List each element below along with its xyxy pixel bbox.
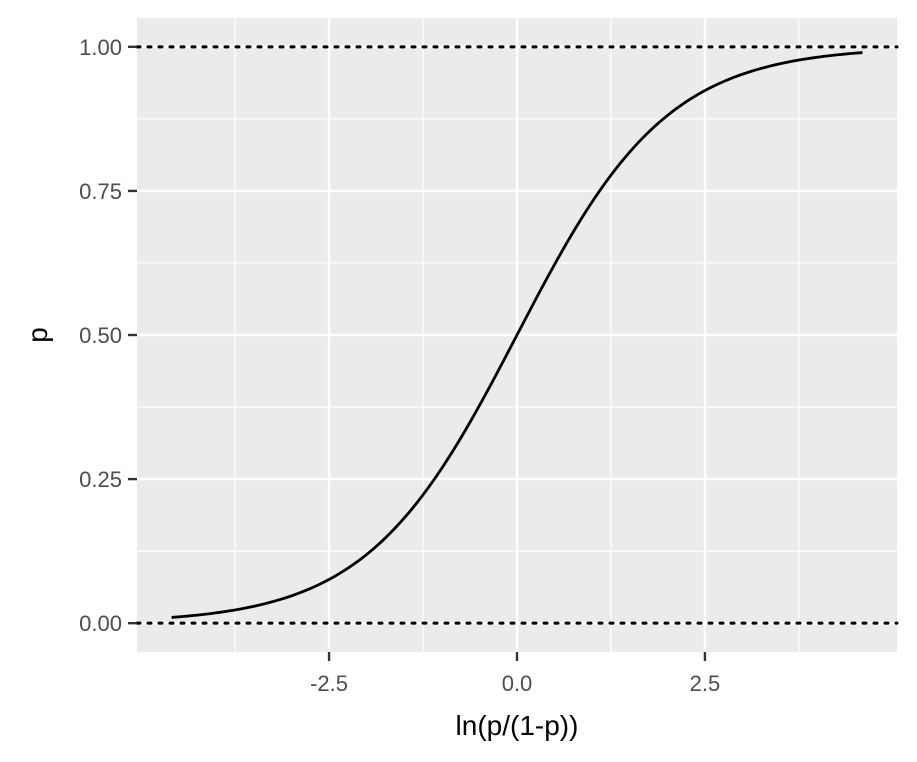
y-axis: 0.00 0.25 0.50 0.75 1.00 xyxy=(79,35,137,636)
series-layer xyxy=(171,51,863,619)
x-tick-label: 2.5 xyxy=(690,671,721,696)
y-tick-label: 0.50 xyxy=(79,323,122,348)
x-tick-label: -2.5 xyxy=(310,671,348,696)
y-tick-label: 1.00 xyxy=(79,35,122,60)
y-axis-title: p xyxy=(22,327,53,343)
x-axis-title: ln(p/(1-p)) xyxy=(456,710,579,741)
x-axis: -2.5 0.0 2.5 xyxy=(310,652,720,696)
y-tick-label: 0.25 xyxy=(79,467,122,492)
x-tick-label: 0.0 xyxy=(502,671,533,696)
series-line xyxy=(171,51,863,619)
y-tick-label: 0.00 xyxy=(79,611,122,636)
y-tick-label: 0.75 xyxy=(79,179,122,204)
